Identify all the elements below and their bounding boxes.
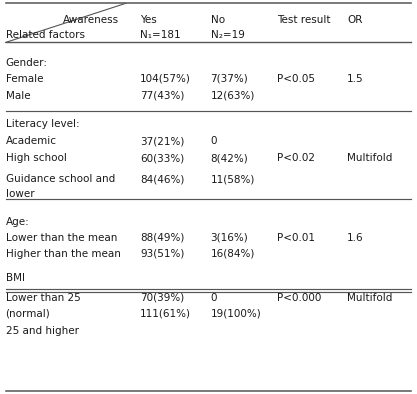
Text: Related factors: Related factors [5, 30, 85, 39]
Text: N₂=19: N₂=19 [211, 30, 244, 39]
Text: lower: lower [5, 189, 34, 199]
Text: 19(100%): 19(100%) [211, 309, 261, 318]
Text: Literacy level:: Literacy level: [5, 119, 79, 129]
Text: 16(84%): 16(84%) [211, 249, 255, 258]
Text: Male: Male [5, 91, 30, 100]
Text: 0: 0 [211, 136, 217, 146]
Text: 7(37%): 7(37%) [211, 74, 248, 84]
Text: 111(61%): 111(61%) [140, 309, 191, 318]
Text: 3(16%): 3(16%) [211, 233, 248, 243]
Text: 25 and higher: 25 and higher [5, 326, 78, 336]
Text: 1.5: 1.5 [347, 74, 364, 84]
Text: 84(46%): 84(46%) [140, 174, 185, 184]
Text: 93(51%): 93(51%) [140, 249, 185, 258]
Text: 77(43%): 77(43%) [140, 91, 185, 100]
Text: Guidance school and: Guidance school and [5, 174, 115, 184]
Text: Lower than the mean: Lower than the mean [5, 233, 117, 243]
Text: P<0.000: P<0.000 [277, 293, 321, 303]
Text: Multifold: Multifold [347, 293, 393, 303]
Text: OR: OR [347, 15, 363, 25]
Text: 60(33%): 60(33%) [140, 153, 184, 163]
Text: Higher than the mean: Higher than the mean [5, 249, 121, 258]
Text: 8(42%): 8(42%) [211, 153, 248, 163]
Text: Test result: Test result [277, 15, 330, 25]
Text: 37(21%): 37(21%) [140, 136, 185, 146]
Text: 1.6: 1.6 [347, 233, 364, 243]
Text: 12(63%): 12(63%) [211, 91, 255, 100]
Text: Academic: Academic [5, 136, 57, 146]
Text: Female: Female [5, 74, 43, 84]
Text: Gender:: Gender: [5, 58, 48, 68]
Text: 70(39%): 70(39%) [140, 293, 184, 303]
Text: N₁=181: N₁=181 [140, 30, 181, 39]
Text: Awareness: Awareness [63, 15, 119, 25]
Text: Multifold: Multifold [347, 153, 393, 163]
Text: (normal): (normal) [5, 309, 50, 318]
Text: Lower than 25: Lower than 25 [5, 293, 80, 303]
Text: P<0.05: P<0.05 [277, 74, 315, 84]
Text: P<0.01: P<0.01 [277, 233, 315, 243]
Text: No: No [211, 15, 225, 25]
Text: Yes: Yes [140, 15, 157, 25]
Text: 104(57%): 104(57%) [140, 74, 191, 84]
Text: Age:: Age: [5, 217, 29, 227]
Text: 0: 0 [211, 293, 217, 303]
Text: 88(49%): 88(49%) [140, 233, 185, 243]
Text: BMI: BMI [5, 273, 25, 283]
Text: P<0.02: P<0.02 [277, 153, 315, 163]
Text: High school: High school [5, 153, 66, 163]
Text: 11(58%): 11(58%) [211, 174, 255, 184]
